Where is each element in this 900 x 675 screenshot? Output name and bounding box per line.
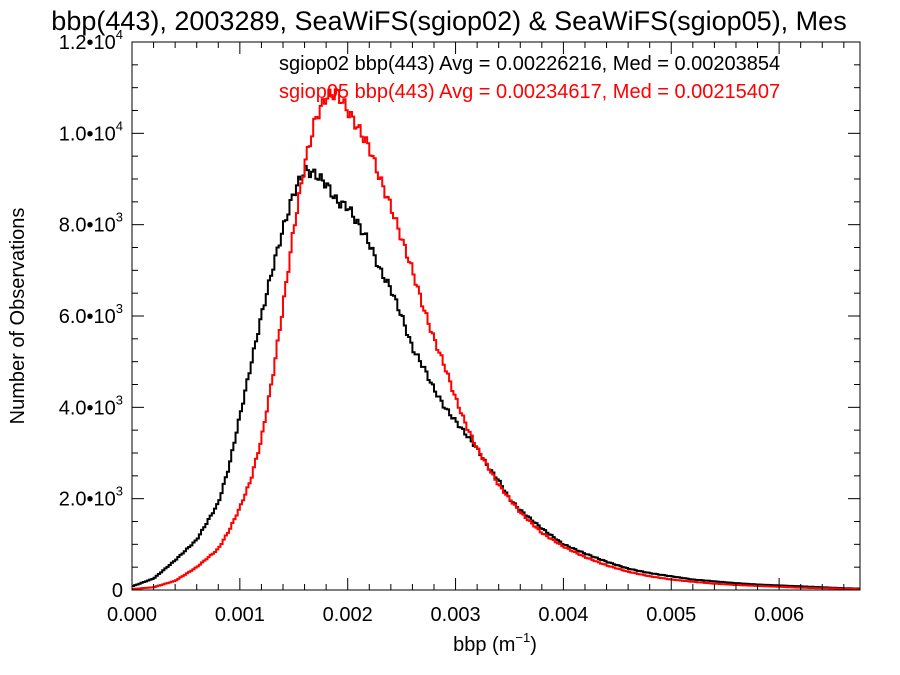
x-tick-label-5: 0.005 [646, 604, 696, 626]
x-axis-title-text: bbp (m [453, 634, 515, 656]
series-line-2 [132, 88, 860, 591]
x-tick-label-2: 0.002 [323, 604, 373, 626]
x-tick-label-1: 0.001 [215, 604, 265, 626]
x-axis-title-close: ) [530, 634, 537, 656]
x-tick-label-3: 0.003 [431, 604, 481, 626]
series-line-1 [132, 164, 860, 590]
y-tick-label-3: 6.0•103 [59, 301, 123, 328]
x-axis-title: bbp (m−1) [453, 630, 537, 656]
x-tick-label-0: 0.000 [107, 604, 157, 626]
legend: sgiop02 bbp(443) Avg = 0.00226216, Med =… [279, 53, 780, 103]
x-tick-label-6: 0.006 [754, 604, 804, 626]
y-tick-label-4: 8.0•103 [59, 210, 123, 237]
chart-title: bbp(443), 2003289, SeaWiFS(sgiop02) & Se… [51, 6, 846, 36]
series-layer [132, 88, 860, 591]
y-axis-title: Number of Observations [7, 208, 29, 425]
y-tick-label-5: 1.0•104 [59, 118, 123, 145]
y-tick-label-6: 1.2•104 [59, 27, 123, 54]
y-tick-label-2: 4.0•103 [59, 392, 123, 419]
x-tick-label-4: 0.004 [538, 604, 588, 626]
legend-entry-2: sgiop05 bbp(443) Avg = 0.00234617, Med =… [279, 81, 780, 103]
x-axis: 0.000 0.001 0.002 0.003 0.004 0.005 0.006 [107, 42, 845, 626]
y-tick-label-1: 2.0•103 [59, 484, 123, 511]
legend-entry-1: sgiop02 bbp(443) Avg = 0.00226216, Med =… [279, 53, 780, 75]
plot-frame [131, 41, 861, 591]
y-axis: 0 2.0•103 4.0•103 6.0•103 8.0•103 1.0•104 1.2•… [59, 27, 860, 602]
y-tick-label-0: 0 [112, 580, 123, 602]
x-axis-title-superscript: −1 [515, 630, 530, 645]
